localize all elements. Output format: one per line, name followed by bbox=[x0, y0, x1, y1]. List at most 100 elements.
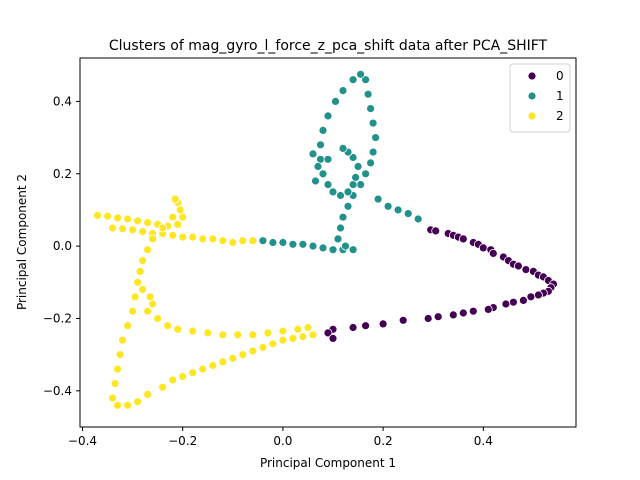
point-cluster-2 bbox=[135, 266, 145, 276]
point-cluster-2 bbox=[178, 371, 188, 381]
x-tick-label: 0.4 bbox=[474, 434, 493, 448]
point-cluster-1 bbox=[371, 133, 381, 143]
point-cluster-2 bbox=[208, 361, 218, 370]
point-cluster-1 bbox=[333, 234, 343, 244]
point-cluster-2 bbox=[303, 323, 313, 332]
point-cluster-2 bbox=[118, 224, 127, 234]
point-cluster-1 bbox=[353, 162, 363, 171]
point-cluster-2 bbox=[248, 330, 258, 340]
plot-frame bbox=[79, 57, 577, 428]
y-tick-label: 0.4 bbox=[53, 94, 72, 108]
point-cluster-2 bbox=[138, 256, 148, 266]
point-cluster-0 bbox=[328, 333, 338, 343]
point-cluster-1 bbox=[413, 214, 423, 224]
legend-box bbox=[509, 63, 571, 133]
point-cluster-1 bbox=[336, 223, 345, 233]
point-cluster-2 bbox=[108, 393, 117, 403]
point-cluster-0 bbox=[431, 226, 441, 236]
point-cluster-2 bbox=[308, 330, 318, 340]
point-cluster-2 bbox=[278, 326, 288, 336]
point-cluster-2 bbox=[238, 236, 248, 246]
y-tick-label: 0.0 bbox=[53, 239, 72, 253]
point-cluster-1 bbox=[368, 118, 378, 128]
point-cluster-1 bbox=[348, 245, 358, 255]
point-cluster-2 bbox=[138, 285, 148, 294]
point-cluster-2 bbox=[158, 382, 168, 392]
point-cluster-2 bbox=[278, 335, 288, 345]
x-tick-label: −0.2 bbox=[168, 434, 197, 448]
point-cluster-2 bbox=[145, 292, 155, 302]
point-cluster-1 bbox=[343, 201, 353, 211]
point-cluster-0 bbox=[488, 248, 498, 258]
point-cluster-2 bbox=[93, 210, 102, 220]
point-cluster-0 bbox=[361, 321, 371, 331]
point-cluster-1 bbox=[258, 236, 268, 246]
point-cluster-2 bbox=[163, 321, 173, 331]
x-tick-label: 0.0 bbox=[273, 434, 292, 448]
point-cluster-2 bbox=[268, 339, 278, 349]
point-cluster-2 bbox=[218, 330, 228, 340]
point-cluster-1 bbox=[338, 212, 348, 222]
point-cluster-2 bbox=[143, 306, 153, 316]
point-cluster-0 bbox=[534, 290, 543, 300]
point-cluster-1 bbox=[348, 75, 358, 85]
point-cluster-2 bbox=[143, 218, 153, 228]
point-cluster-2 bbox=[203, 328, 213, 338]
point-cluster-2 bbox=[123, 214, 132, 224]
point-cluster-2 bbox=[158, 223, 168, 233]
legend-marker bbox=[527, 71, 537, 81]
point-cluster-2 bbox=[218, 236, 228, 246]
point-cluster-1 bbox=[318, 169, 328, 179]
point-cluster-0 bbox=[323, 328, 333, 338]
point-cluster-2 bbox=[218, 357, 228, 367]
legend-marker bbox=[527, 91, 537, 101]
point-cluster-2 bbox=[238, 350, 248, 360]
point-cluster-2 bbox=[288, 333, 298, 343]
point-cluster-2 bbox=[103, 211, 112, 221]
point-cluster-2 bbox=[113, 213, 122, 223]
point-cluster-1 bbox=[366, 158, 376, 168]
point-cluster-1 bbox=[316, 140, 325, 150]
point-cluster-2 bbox=[138, 227, 148, 237]
point-cluster-1 bbox=[356, 69, 366, 79]
point-cluster-2 bbox=[248, 236, 258, 246]
point-cluster-1 bbox=[348, 153, 358, 162]
point-cluster-0 bbox=[483, 304, 493, 314]
point-cluster-2 bbox=[133, 397, 143, 407]
point-cluster-2 bbox=[133, 216, 143, 226]
legend-marker bbox=[527, 111, 537, 121]
point-cluster-2 bbox=[168, 375, 178, 385]
point-cluster-0 bbox=[519, 295, 528, 305]
point-cluster-2 bbox=[198, 364, 208, 374]
point-cluster-1 bbox=[383, 201, 393, 211]
point-cluster-1 bbox=[268, 238, 278, 247]
point-cluster-2 bbox=[258, 342, 268, 352]
point-cluster-2 bbox=[113, 364, 122, 374]
point-cluster-2 bbox=[133, 277, 143, 287]
point-cluster-0 bbox=[501, 299, 511, 309]
chart-title: Clusters of mag_gyro_l_force_z_pca_shift… bbox=[109, 38, 548, 54]
point-cluster-1 bbox=[373, 194, 383, 204]
legend-label: 1 bbox=[556, 89, 564, 103]
point-cluster-2 bbox=[143, 389, 153, 399]
point-cluster-2 bbox=[228, 238, 238, 247]
x-axis-label: Principal Component 1 bbox=[260, 456, 396, 470]
point-cluster-1 bbox=[318, 125, 328, 135]
point-cluster-1 bbox=[341, 241, 350, 251]
point-cluster-2 bbox=[173, 219, 183, 229]
point-cluster-1 bbox=[311, 176, 320, 186]
point-cluster-2 bbox=[293, 324, 303, 334]
point-cluster-1 bbox=[336, 191, 345, 200]
point-cluster-0 bbox=[423, 314, 433, 323]
legend-label: 0 bbox=[556, 69, 564, 83]
point-cluster-1 bbox=[351, 172, 361, 182]
point-cluster-0 bbox=[458, 234, 468, 244]
point-cluster-0 bbox=[398, 315, 408, 325]
point-cluster-0 bbox=[448, 310, 458, 320]
point-cluster-0 bbox=[514, 261, 523, 271]
point-cluster-2 bbox=[178, 212, 188, 222]
point-cluster-2 bbox=[128, 306, 138, 316]
point-cluster-2 bbox=[188, 232, 198, 242]
point-cluster-1 bbox=[318, 243, 328, 253]
point-cluster-2 bbox=[168, 230, 178, 240]
